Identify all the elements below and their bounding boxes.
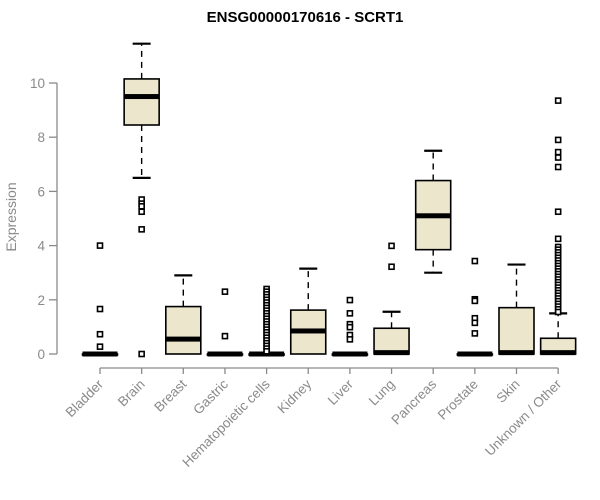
y-axis-label: Expression <box>3 182 19 251</box>
outlier-point <box>346 323 354 331</box>
outlier-point <box>138 208 145 216</box>
y-tick-label: 0 <box>37 347 45 362</box>
chart-title: ENSG00000170616 - SCRT1 <box>207 9 404 26</box>
outlier-point <box>138 226 145 233</box>
outlier-point <box>471 330 479 337</box>
outlier-point <box>554 208 562 216</box>
outlier-point <box>138 350 145 358</box>
outlier-point <box>471 319 479 327</box>
outlier-point <box>96 330 104 338</box>
outlier-point <box>346 336 354 343</box>
outlier-point <box>554 148 562 156</box>
outlier-point <box>263 347 270 355</box>
median-line <box>374 350 410 356</box>
y-tick-label: 8 <box>37 130 45 145</box>
outlier-point <box>554 154 562 161</box>
outlier-point <box>388 263 395 271</box>
iqr-box <box>373 327 410 355</box>
outlier-point <box>221 288 229 295</box>
iqr-box <box>165 305 202 355</box>
box-lung <box>373 242 410 356</box>
y-tick-label: 10 <box>30 76 45 91</box>
outlier-point <box>346 310 354 317</box>
y-tick-label: 6 <box>37 184 45 199</box>
iqr-box <box>498 306 535 355</box>
outlier-point <box>346 296 354 304</box>
x-tick-label: Pancreas <box>388 376 439 427</box>
x-tick-label: Breast <box>151 376 189 414</box>
x-tick-label: Skin <box>493 377 522 406</box>
outlier-point <box>554 136 562 144</box>
x-tick-label: Gastric <box>190 376 231 417</box>
iqr-box <box>123 78 160 126</box>
box-pancreas <box>414 149 452 274</box>
median-line <box>332 351 368 357</box>
outlier-point <box>388 242 395 250</box>
y-tick-label: 4 <box>37 239 45 254</box>
outlier-point <box>554 97 562 104</box>
box-gastric <box>206 288 244 357</box>
median-line <box>499 350 534 356</box>
x-tick-label: Liver <box>325 376 357 408</box>
median-line <box>82 351 118 357</box>
box-breast <box>165 274 202 355</box>
boxes-layer <box>81 42 577 358</box>
box-prostate <box>456 257 494 357</box>
outlier-point <box>96 305 104 313</box>
outlier-point <box>554 163 562 171</box>
box-skin <box>498 263 535 356</box>
x-tick-label: Bladder <box>63 376 107 420</box>
x-tick-label: Unknown / Other <box>482 376 565 459</box>
outlier-point <box>96 242 104 249</box>
box-unknown-other <box>539 97 577 356</box>
box-bladder <box>81 242 119 357</box>
y-tick-label: 2 <box>37 293 45 308</box>
x-tick-label: Kidney <box>275 376 315 416</box>
median-line <box>124 94 160 100</box>
box-kidney <box>289 267 327 355</box>
box-brain <box>123 42 160 358</box>
x-tick-label: Prostate <box>435 377 481 423</box>
median-line <box>415 213 451 219</box>
box-liver <box>331 296 369 357</box>
outlier-point <box>471 297 479 305</box>
outlier-point <box>471 257 479 265</box>
outlier-point <box>554 235 562 243</box>
outlier-point <box>96 343 104 350</box>
median-line <box>290 328 326 334</box>
median-line <box>207 351 243 357</box>
outlier-point <box>554 308 562 316</box>
outlier-point <box>138 203 145 210</box>
outlier-point <box>221 332 229 340</box>
box-hematopoietic-cells <box>248 285 285 357</box>
median-line <box>457 351 493 357</box>
median-line <box>165 336 201 342</box>
x-tick-label: Lung <box>366 377 398 409</box>
median-line <box>540 350 576 356</box>
x-tick-label: Brain <box>115 377 148 410</box>
